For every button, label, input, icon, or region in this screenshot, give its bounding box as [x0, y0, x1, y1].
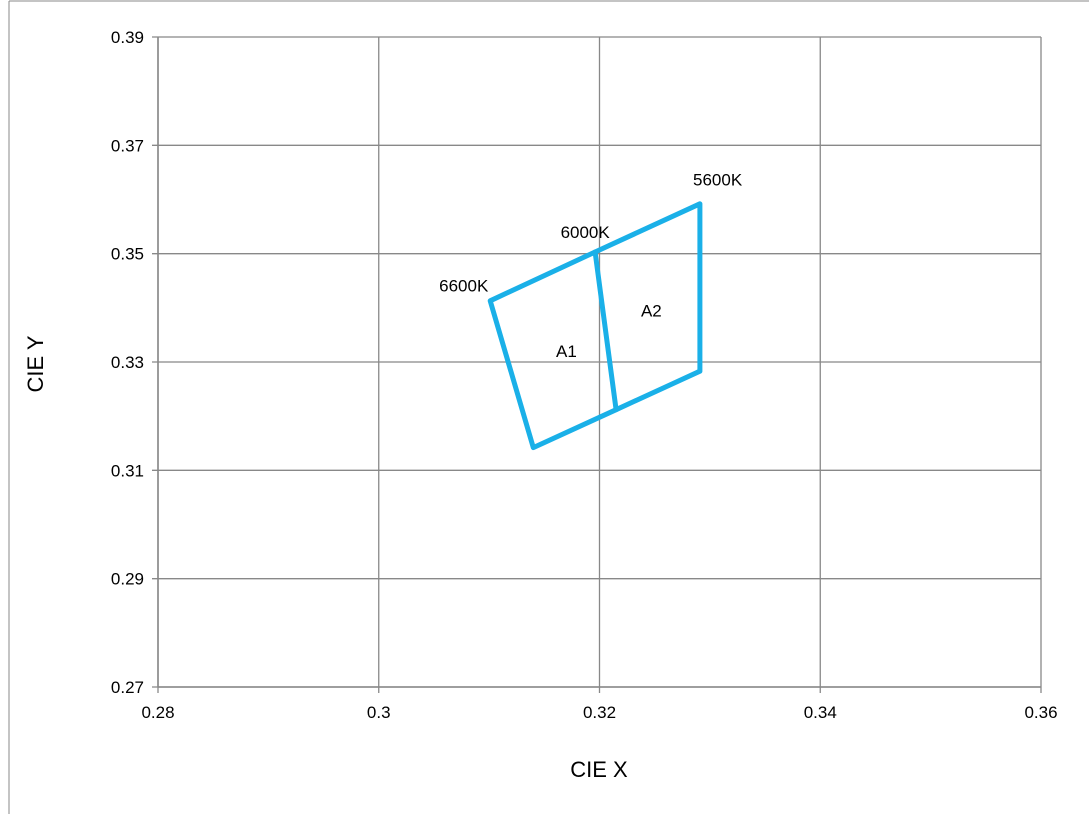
bin-divider-line	[592, 249, 619, 413]
x-tick-label: 0.28	[141, 703, 174, 722]
annotation-label: 6600K	[439, 277, 489, 296]
grid	[152, 36, 1042, 693]
x-tick-label: 0.32	[583, 703, 616, 722]
x-tick-label: 0.34	[804, 703, 837, 722]
y-axis-label: CIE Y	[23, 335, 48, 392]
annotation-label: A1	[556, 342, 577, 361]
y-tick-label: 0.31	[111, 461, 144, 480]
annotations: 6600K 6000K 5600K A1 A2	[439, 170, 743, 361]
x-tick-label: 0.36	[1024, 703, 1057, 722]
y-tick-label: 0.29	[111, 570, 144, 589]
x-tick-label: 0.3	[367, 703, 391, 722]
annotation-label: 5600K	[693, 170, 743, 189]
y-tick-label: 0.33	[111, 353, 144, 372]
annotation-label: A2	[641, 302, 662, 321]
y-tick-label: 0.35	[111, 245, 144, 264]
y-tick-label: 0.39	[111, 28, 144, 47]
series	[487, 201, 703, 451]
y-tick-label: 0.27	[111, 678, 144, 697]
x-axis-label: CIE X	[570, 757, 628, 782]
ticks: 0.28 0.3 0.32 0.34 0.36 0.27 0.29 0.31 0.33 0.35 0…	[111, 28, 1058, 722]
annotation-label: 6000K	[561, 223, 611, 242]
y-tick-label: 0.37	[111, 136, 144, 155]
